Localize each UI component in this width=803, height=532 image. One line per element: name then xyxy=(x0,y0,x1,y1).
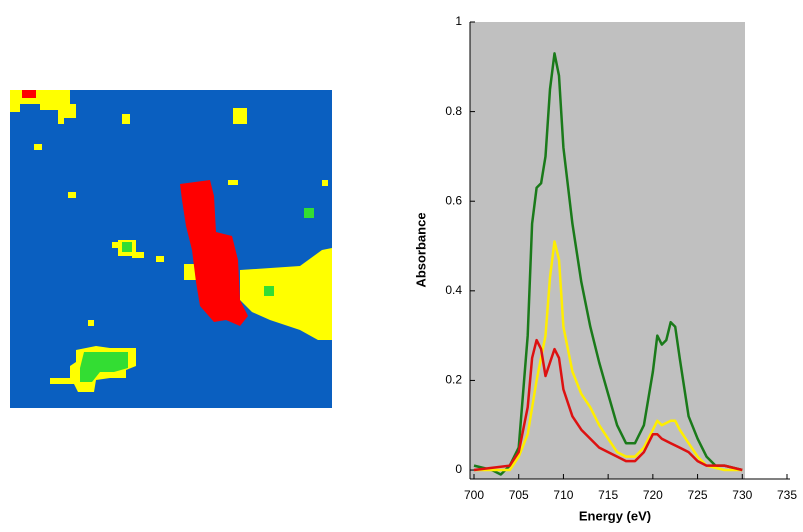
map-region xyxy=(22,90,36,98)
series-line xyxy=(473,338,743,472)
x-tick-label: 705 xyxy=(509,488,529,502)
y-tick-label: 0 xyxy=(455,462,462,476)
map-region xyxy=(80,352,128,382)
y-tick-label: 0.6 xyxy=(445,193,462,207)
x-tick-label: 730 xyxy=(732,488,752,502)
series-line xyxy=(474,240,743,472)
series-line xyxy=(473,52,743,476)
plot-area xyxy=(470,22,745,479)
map-region xyxy=(180,180,248,326)
map-region xyxy=(10,90,76,124)
y-tick-label: 0.8 xyxy=(445,104,462,118)
map-background xyxy=(10,90,332,408)
x-axis-label: Energy (eV) xyxy=(579,508,651,523)
map-region xyxy=(322,180,328,186)
x-tick-label: 735 xyxy=(777,488,797,502)
map-region xyxy=(68,192,76,198)
x-tick-label: 700 xyxy=(464,488,484,502)
y-tick-label: 1 xyxy=(455,14,462,28)
x-tick-label: 720 xyxy=(643,488,663,502)
phase-map xyxy=(10,90,332,408)
map-region xyxy=(264,286,274,296)
map-region xyxy=(122,114,130,124)
map-region xyxy=(88,320,94,326)
map-region xyxy=(240,248,332,340)
map-region xyxy=(228,180,238,185)
map-region xyxy=(304,208,314,218)
map-region xyxy=(34,144,42,150)
x-tick-label: 710 xyxy=(553,488,573,502)
map-region xyxy=(122,242,132,252)
y-tick-label: 0.4 xyxy=(445,283,462,297)
y-tick-label: 0.2 xyxy=(445,373,462,387)
x-tick-label: 725 xyxy=(688,488,708,502)
x-tick-label: 715 xyxy=(598,488,618,502)
y-axis-label: Absorbance xyxy=(413,212,428,287)
map-region xyxy=(156,256,164,262)
map-region xyxy=(233,108,247,124)
